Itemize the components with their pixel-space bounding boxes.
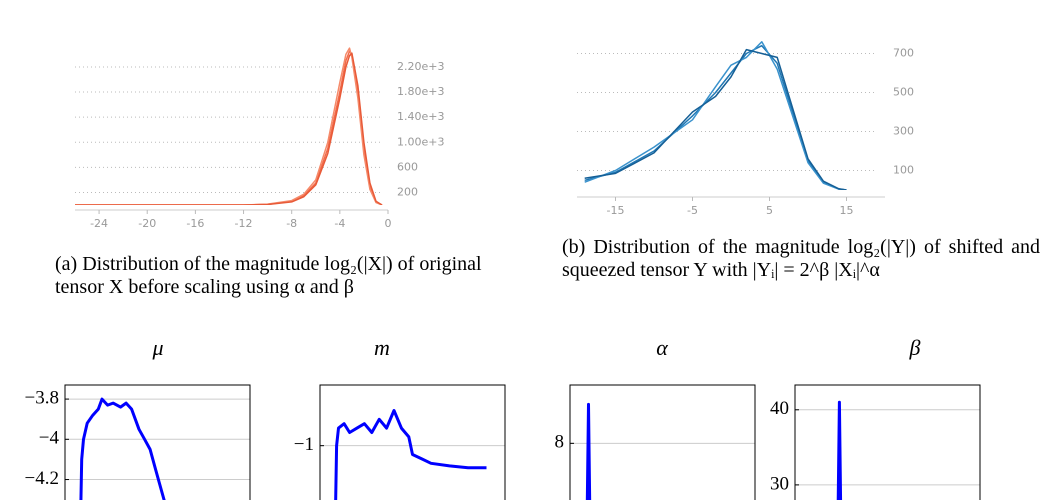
plot-frame [794, 384, 981, 500]
x-tick-label: 0 [385, 217, 392, 230]
data-line [584, 41, 847, 190]
y-tick-label: 600 [397, 160, 418, 173]
y-tick-label: 500 [893, 86, 914, 99]
x-tick-label: -24 [90, 217, 108, 230]
x-tick-label: -15 [607, 204, 625, 217]
y-tick-label: 100 [893, 164, 914, 177]
x-tick-label: 15 [840, 204, 854, 217]
x-tick-label: -20 [138, 217, 156, 230]
data-line [75, 50, 383, 205]
chart-title: m [374, 335, 390, 360]
y-tick-label: 1.80e+3 [397, 85, 444, 98]
data-line [585, 402, 592, 500]
x-tick-label: -12 [235, 217, 253, 230]
y-tick-label: −1 [294, 434, 314, 455]
y-tick-label: 1.00e+3 [397, 135, 444, 148]
chart-title: β [909, 335, 921, 360]
y-tick-label: 300 [893, 125, 914, 138]
y-tick-label: 1.40e+3 [397, 110, 444, 123]
caption: (a) Distribution of the magnitude log₂(|… [55, 253, 482, 298]
chart-title: μ [151, 335, 163, 360]
chart-title: α [656, 335, 668, 360]
x-tick-label: -8 [286, 217, 297, 230]
y-tick-label: 2.20e+3 [397, 60, 444, 73]
y-tick-label: 30 [770, 473, 789, 494]
y-tick-label: −3.8 [25, 387, 59, 408]
x-tick-label: -4 [334, 217, 345, 230]
plot-frame [569, 384, 756, 500]
x-tick-label: -5 [687, 204, 698, 217]
x-tick-label: 5 [766, 204, 773, 217]
y-tick-label: 200 [397, 185, 418, 198]
data-line [79, 397, 166, 500]
data-line [75, 47, 383, 205]
plot-frame [64, 384, 251, 500]
data-line [836, 400, 843, 500]
x-tick-label: -16 [186, 217, 204, 230]
y-tick-label: 700 [893, 47, 914, 60]
y-tick-label: 40 [770, 398, 789, 419]
plot-frame [319, 384, 506, 500]
caption: (b) Distribution of the magnitude log₂(|… [562, 236, 1040, 281]
y-tick-label: 8 [555, 432, 565, 453]
y-tick-label: −4 [39, 428, 60, 449]
data-line [334, 409, 487, 500]
y-tick-label: −4.2 [25, 468, 59, 489]
data-line [75, 52, 383, 205]
data-line [584, 48, 847, 190]
